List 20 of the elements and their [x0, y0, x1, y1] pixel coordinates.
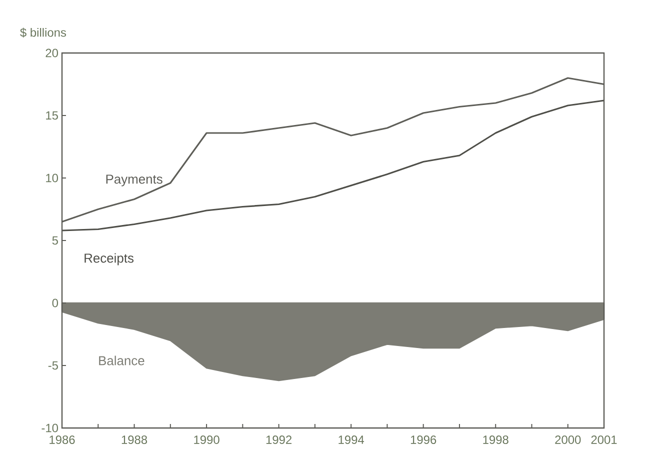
- x-tick-label: 1998: [483, 436, 508, 444]
- y-tick-label: 0: [52, 298, 58, 308]
- y-tick-label: 10: [46, 174, 58, 182]
- series-label: Payments: [106, 174, 162, 186]
- x-tick-label: 1990: [194, 436, 220, 444]
- series-label: Receipts: [84, 253, 134, 266]
- x-tick-label: 2000: [555, 436, 581, 444]
- y-tick-label: -5: [48, 361, 58, 370]
- y-tick-label: -10: [42, 424, 58, 432]
- series-label: Balance: [99, 356, 144, 366]
- y-tick-label: 5: [52, 236, 58, 245]
- x-tick-label: 1986: [50, 436, 75, 444]
- y-tick-label: 20: [46, 48, 58, 58]
- y-axis-title: $ billions: [20, 28, 66, 38]
- x-tick-label: 1996: [410, 436, 436, 444]
- x-tick-label: 2001: [591, 436, 617, 444]
- x-tick-label: 1992: [266, 436, 292, 444]
- x-tick-label: 1994: [338, 436, 364, 444]
- y-tick-label: 15: [46, 111, 58, 120]
- x-tick-label: 1988: [122, 436, 148, 444]
